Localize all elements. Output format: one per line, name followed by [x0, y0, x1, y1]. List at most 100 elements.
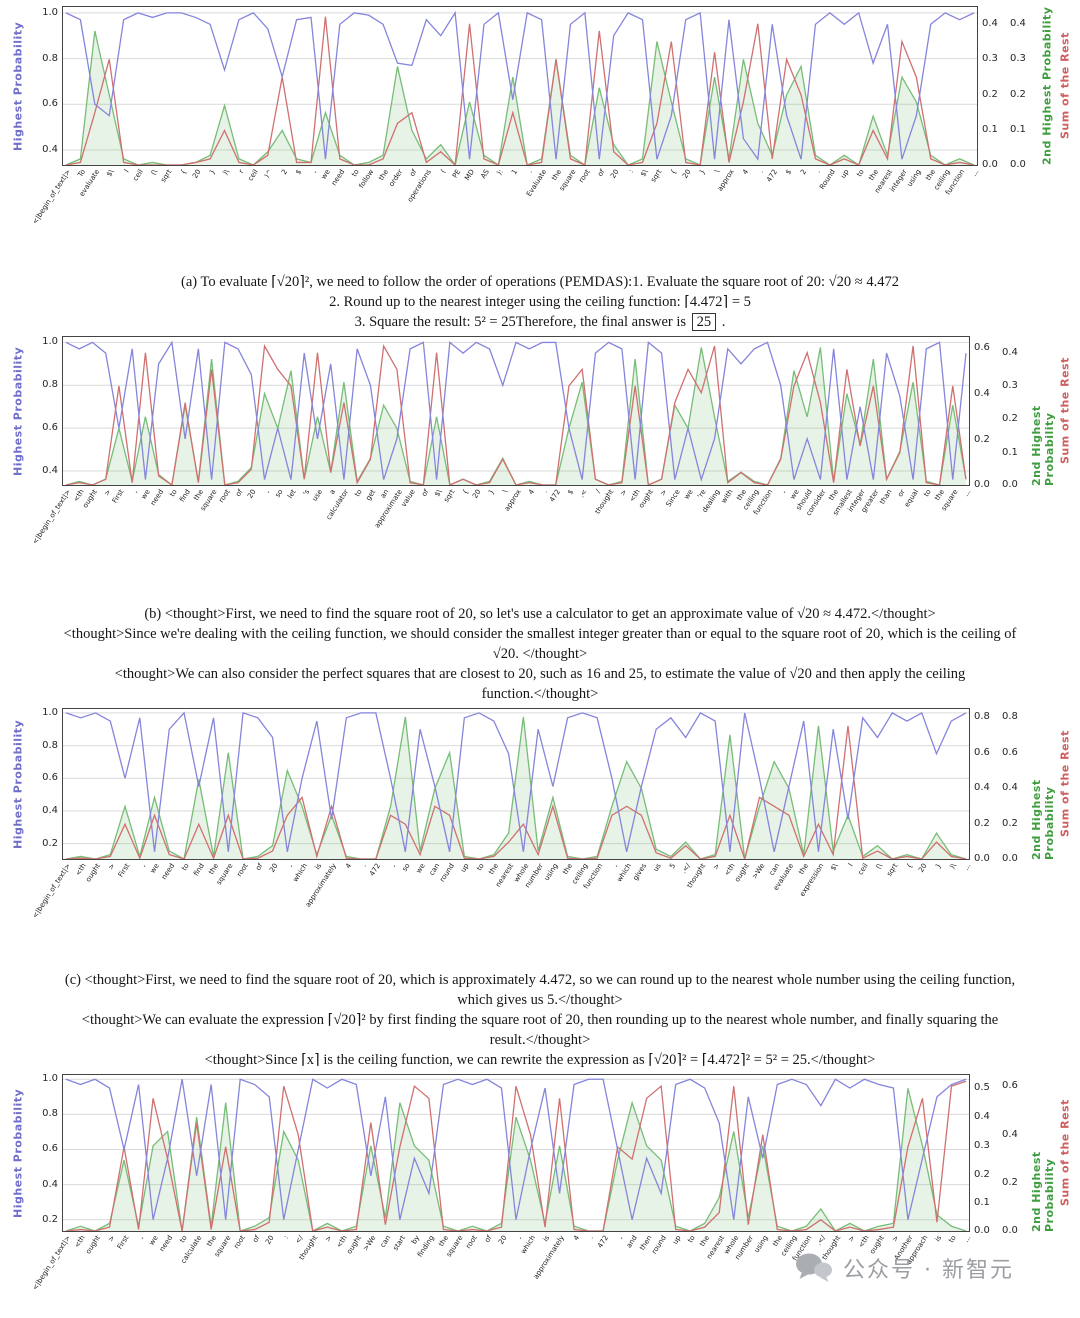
token-label: > — [890, 1234, 901, 1244]
token-label: : — [282, 1234, 291, 1241]
token-label: need — [158, 1234, 175, 1254]
tick-label: 0.1 — [1002, 446, 1018, 458]
tick-label: 0.2 — [1002, 818, 1018, 830]
token-label: } — [487, 488, 497, 497]
token-label: First — [110, 488, 126, 505]
plot-area — [62, 1074, 970, 1232]
token-label: find — [191, 862, 206, 878]
token-label: { — [904, 862, 914, 871]
tick-label: 0.5 — [974, 1082, 990, 1094]
tick-label: 0.6 — [1002, 746, 1018, 758]
tick-label: 0.6 — [42, 422, 58, 434]
right-red-axis-title: Sum of the Rest — [1058, 357, 1072, 465]
token-label: need — [149, 488, 166, 508]
token-label: . — [359, 862, 368, 869]
token-label: PE — [450, 168, 462, 180]
token-label: .< — [577, 488, 589, 500]
token-label: 20 — [267, 862, 280, 874]
caption-line: (a) To evaluate ⌈√20⌉², we need to follo… — [181, 274, 899, 290]
token-label: > — [106, 1234, 117, 1244]
token-label: $\ — [432, 488, 444, 499]
tick-label: 0.6 — [42, 98, 58, 110]
right-green-axis-ticks: 0.0 0.1 0.2 0.3 0.4 0.5 — [970, 1074, 998, 1236]
tick-label: 0.8 — [42, 52, 58, 64]
token-label: root — [577, 168, 592, 185]
token-label: of — [251, 1234, 262, 1245]
token-label: ): — [495, 168, 506, 177]
tick-label: 0.3 — [974, 1139, 990, 1151]
token-label: we — [414, 862, 427, 875]
token-label: round — [438, 862, 457, 884]
token-label: the — [866, 168, 880, 183]
tick-label: 1.0 — [42, 1073, 58, 1085]
tick-label: 0.4 — [974, 387, 990, 399]
token-label: ( — [439, 168, 448, 175]
tick-label: 0.1 — [982, 124, 998, 136]
tick-label: 0.2 — [42, 837, 58, 849]
token-label: } — [207, 168, 217, 177]
token-label: , — [514, 1234, 523, 1241]
token-label: using — [906, 168, 924, 189]
token-label: using — [752, 1234, 770, 1255]
token-label: ceil — [856, 862, 870, 877]
token-label: { — [460, 488, 470, 497]
token-label: the — [437, 1234, 451, 1249]
tick-label: 0.4 — [974, 1111, 990, 1123]
tick-label: 0.1 — [1010, 124, 1026, 136]
token-label: root — [235, 862, 250, 879]
token-label: 4 — [571, 1234, 581, 1243]
caption-line: 3. Square the result: 5² = 25Therefore, … — [354, 313, 726, 331]
token-label: <|begin_of_text|> — [31, 1234, 73, 1292]
tick-label: 0.0 — [1002, 853, 1018, 864]
right-green-axis-ticks: 0.0 0.1 0.2 0.3 0.4 — [978, 6, 1006, 169]
token-label: > — [107, 862, 117, 872]
token-label: 472 — [368, 862, 383, 878]
tick-label: 0.6 — [974, 341, 990, 353]
left-axis-title: Highest Probability — [11, 719, 25, 849]
x-axis-token-labels: <|begin_of_text|> <th ought > First, we need to… — [31, 860, 972, 942]
right-red-axis-ticks: 0.0 0.2 0.4 0.6 0.8 — [998, 708, 1030, 863]
token-label: <th — [73, 1234, 88, 1250]
token-label: we — [319, 168, 333, 181]
tick-label: 0.6 — [1002, 1080, 1018, 1092]
token-label: <th — [857, 1234, 872, 1250]
token-label: up — [839, 168, 852, 180]
token-label: , — [130, 488, 139, 495]
token-label: calculator — [325, 488, 351, 522]
chart-c: Highest Probability 0.2 0.4 0.6 0.8 1.0 <|be… — [0, 707, 1080, 942]
token-label: is — [313, 862, 324, 872]
chart-a: Highest Probability 0.4 0.6 0.8 1.0 <|begin… — [0, 6, 1080, 238]
token-label: \ — [501, 488, 510, 495]
token-label: is — [933, 1234, 944, 1244]
token-label: the — [487, 862, 501, 877]
token-label: to — [922, 488, 934, 499]
right-red-axis-ticks: 0.0 0.1 0.2 0.3 0.4 — [1006, 6, 1038, 169]
caption-line: <thought>Since we're dealing with the ce… — [63, 626, 1017, 642]
token-label: 20 — [496, 1234, 509, 1246]
token-label: , — [389, 862, 398, 869]
token-label: sqrt — [649, 168, 664, 184]
token-label: 2 — [798, 168, 808, 177]
token-label: > — [618, 488, 629, 498]
token-label: sqrt — [159, 168, 174, 184]
token-label: 4 — [740, 168, 751, 177]
caption-c: (c) <thought>First, we need to find the … — [22, 970, 1058, 1070]
token-label: get — [364, 488, 378, 503]
token-label: 472 — [595, 1234, 610, 1250]
token-label: 20 — [471, 488, 484, 500]
token-label: 20 — [680, 168, 693, 180]
left-axis-ticks: 0.4 0.6 0.8 1.0 — [28, 6, 62, 166]
tick-label: 0.2 — [974, 818, 990, 830]
token-label: <|begin_of_text|> — [31, 168, 73, 226]
chart-d: Highest Probability 0.2 0.4 0.6 0.8 1.0 <|be… — [0, 1074, 1080, 1318]
token-label: 4 — [343, 862, 354, 871]
token-label: we — [149, 862, 162, 875]
token-label: \ — [713, 168, 722, 175]
tick-label: 0.6 — [974, 746, 990, 758]
token-label: , — [616, 1234, 625, 1241]
token-label: 5 — [668, 862, 678, 871]
token-label: we — [147, 1234, 160, 1247]
tick-label: 0.3 — [1002, 380, 1018, 391]
token-label: ... — [962, 488, 973, 498]
token-label: to — [947, 1234, 959, 1245]
